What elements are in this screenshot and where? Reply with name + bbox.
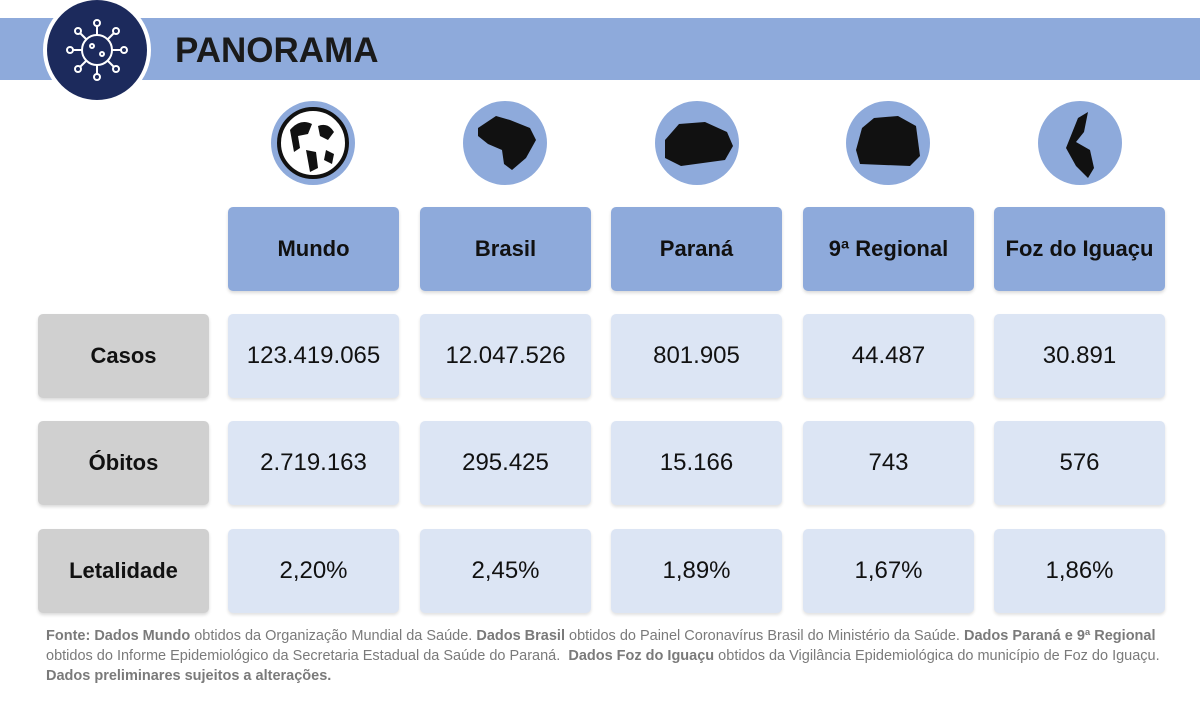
footnote-segment: Dados Paraná e 9ª Regional bbox=[963, 628, 1156, 644]
table-cell: 2,45% bbox=[420, 529, 591, 613]
table-cell: 801.905 bbox=[611, 314, 782, 398]
column-header: Mundo bbox=[228, 207, 399, 291]
column-header: Foz do Iguaçu bbox=[994, 207, 1165, 291]
table-cell: 12.047.526 bbox=[420, 314, 591, 398]
footnote-segment: Dados preliminares sujeitos a alterações… bbox=[46, 668, 332, 684]
row-header: Casos bbox=[38, 314, 209, 398]
table-cell: 1,89% bbox=[611, 529, 782, 613]
table-cell: 15.166 bbox=[611, 421, 782, 505]
footnote-segment: obtidos da Organização Mundial da Saúde. bbox=[190, 628, 477, 644]
table-cell: 576 bbox=[994, 421, 1165, 505]
column-header: Brasil bbox=[420, 207, 591, 291]
table-cell: 743 bbox=[803, 421, 974, 505]
title: PANORAMA bbox=[175, 31, 379, 70]
column-header: 9ª Regional bbox=[803, 207, 974, 291]
footnote: Fonte: Dados Mundo obtidos da Organizaçã… bbox=[46, 626, 1166, 686]
table-cell: 1,67% bbox=[803, 529, 974, 613]
row-header: Óbitos bbox=[38, 421, 209, 505]
table-cell: 2,20% bbox=[228, 529, 399, 613]
table-cell: 44.487 bbox=[803, 314, 974, 398]
table-cell: 1,86% bbox=[994, 529, 1165, 613]
footnote-segment: obtidos da Vigilância Epidemiológica do … bbox=[714, 648, 1168, 664]
footnote-segment: Dados Brasil bbox=[476, 628, 565, 644]
table-cell: 2.719.163 bbox=[228, 421, 399, 505]
logo bbox=[47, 0, 147, 100]
region-icons bbox=[271, 101, 1122, 185]
column-header: Paraná bbox=[611, 207, 782, 291]
footnote-segment: Dados Foz do Iguaçu bbox=[568, 648, 715, 664]
header-graphics: PANORAMA bbox=[0, 0, 1200, 185]
table-cell: 30.891 bbox=[994, 314, 1165, 398]
table-cell: 123.419.065 bbox=[228, 314, 399, 398]
table-cell: 295.425 bbox=[420, 421, 591, 505]
footnote-segment: Fonte: Dados Mundo bbox=[46, 628, 191, 644]
footnote-segment: obtidos do Painel Coronavírus Brasil do … bbox=[565, 628, 964, 644]
row-header: Letalidade bbox=[38, 529, 209, 613]
footnote-segment: obtidos do Informe Epidemiológico da Sec… bbox=[46, 628, 1160, 664]
header-bar bbox=[0, 18, 1200, 80]
virus-icon bbox=[66, 19, 128, 81]
